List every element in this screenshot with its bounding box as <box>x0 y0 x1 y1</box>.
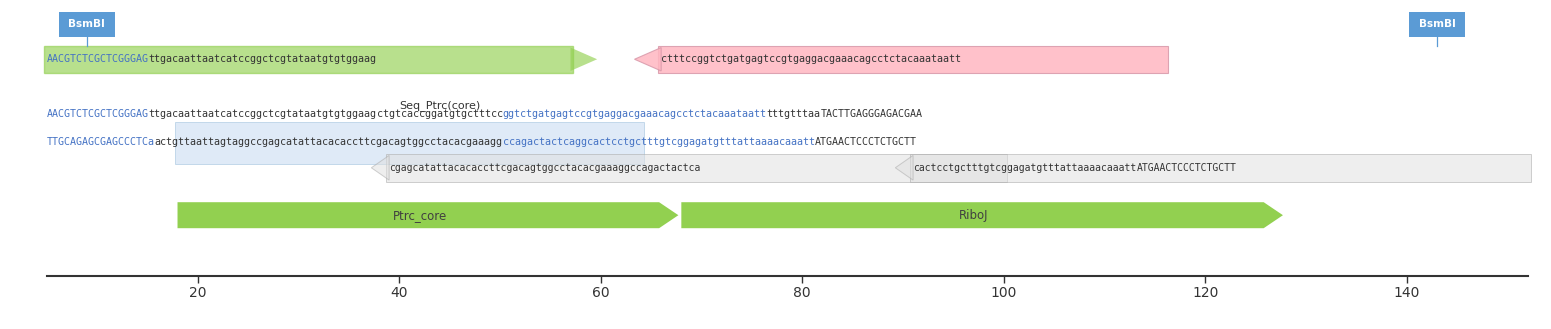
FancyBboxPatch shape <box>43 46 574 73</box>
Polygon shape <box>634 48 661 71</box>
Text: ctgtcaccggatgtgctttcc: ctgtcaccggatgtgctttcc <box>377 109 503 119</box>
Text: Seq_Ptrc(core): Seq_Ptrc(core) <box>399 101 481 112</box>
Text: TTGCAGAGCGAGCCCTCa: TTGCAGAGCGAGCCCTCa <box>47 138 155 147</box>
Polygon shape <box>571 48 597 71</box>
Text: Ptrc_core: Ptrc_core <box>392 209 447 222</box>
Text: cgagcatattacacaccttcgacagtggcctacacgaaaggccagactactca: cgagcatattacacaccttcgacagtggcctacacgaaag… <box>389 163 701 173</box>
Text: TACTTGAGGGAGACGAA: TACTTGAGGGAGACGAA <box>820 109 923 119</box>
Text: actgttaattagtaggccgagcatattacacaccttcgacagtggcctacacgaaagg: actgttaattagtaggccgagcatattacacaccttcgac… <box>155 138 503 147</box>
Text: AACGTCTCGCTCGGGAG: AACGTCTCGCTCGGGAG <box>47 54 149 64</box>
Polygon shape <box>895 155 914 180</box>
Text: ggtctgatgagtccgtgaggacgaaacagcctctacaaataatt: ggtctgatgagtccgtgaggacgaaacagcctctacaaat… <box>503 109 766 119</box>
Text: ATGAACTCCCTCTGCTT: ATGAACTCCCTCTGCTT <box>1137 163 1236 173</box>
FancyBboxPatch shape <box>175 122 644 164</box>
Text: ttgacaattaatcatccggctcgtataatgtgtggaag: ttgacaattaatcatccggctcgtataatgtgtggaag <box>149 109 377 119</box>
FancyArrow shape <box>177 202 678 228</box>
Text: RiboJ: RiboJ <box>959 209 988 222</box>
Polygon shape <box>371 155 389 180</box>
Text: BsmBI: BsmBI <box>1419 19 1455 29</box>
Text: AACGTCTCGCTCGGGAG: AACGTCTCGCTCGGGAG <box>47 109 149 119</box>
Text: BsmBI: BsmBI <box>68 19 105 29</box>
Text: ccagactactcaggcactcctgctttgtcggagatgtttattaaaacaaatt: ccagactactcaggcactcctgctttgtcggagatgttta… <box>503 138 814 147</box>
FancyBboxPatch shape <box>59 12 115 37</box>
Text: tttgtttaa: tttgtttaa <box>766 109 820 119</box>
FancyBboxPatch shape <box>386 154 1007 182</box>
Text: ttgacaattaatcatccggctcgtataatgtgtggaag: ttgacaattaatcatccggctcgtataatgtgtggaag <box>149 54 377 64</box>
FancyBboxPatch shape <box>658 46 1168 73</box>
FancyBboxPatch shape <box>1408 12 1466 37</box>
Text: cactcctgctttgtcggagatgtttattaaaacaaatt: cactcctgctttgtcggagatgtttattaaaacaaatt <box>914 163 1137 173</box>
Text: ctttccggtctgatgagtccgtgaggacgaaacagcctctacaaataatt: ctttccggtctgatgagtccgtgaggacgaaacagcctct… <box>661 54 962 64</box>
FancyArrow shape <box>681 202 1283 228</box>
FancyBboxPatch shape <box>910 154 1531 182</box>
Text: ATGAACTCCCTCTGCTT: ATGAACTCCCTCTGCTT <box>814 138 917 147</box>
